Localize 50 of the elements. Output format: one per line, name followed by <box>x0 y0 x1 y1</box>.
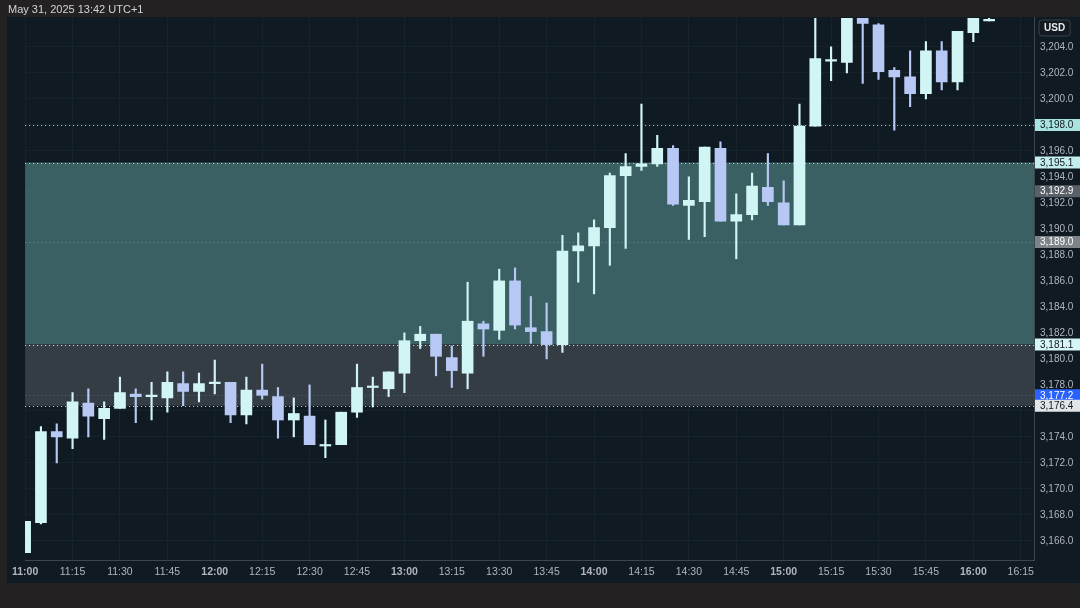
y-tick-label: 3,174.0 <box>1040 430 1074 442</box>
y-axis-title: USD <box>1044 22 1066 34</box>
x-tick-label: 16:00 <box>959 564 987 577</box>
x-tick-label: 14:00 <box>580 564 608 577</box>
x-tick-label: 14:30 <box>675 564 703 577</box>
x-tick-label: 11:00 <box>12 564 39 577</box>
y-tick-label: 3,202.0 <box>1040 66 1074 78</box>
y-tick-label: 3,180.0 <box>1040 352 1074 364</box>
x-tick-label: 12:30 <box>296 564 323 577</box>
y-tick-label: 3,194.0 <box>1040 170 1074 182</box>
x-tick-label: 15:00 <box>770 564 798 577</box>
y-tick-label: 3,178.0 <box>1040 378 1074 390</box>
x-tick-label: 12:45 <box>343 564 371 577</box>
x-tick-label: 13:00 <box>390 564 418 577</box>
y-tick-label: 3,170.0 <box>1040 482 1074 494</box>
y-tick-label: 3,192.0 <box>1040 196 1074 208</box>
y-tick-label: 3,166.0 <box>1040 534 1074 546</box>
y-tick-label: 3,204.0 <box>1040 40 1074 52</box>
ref-line-label: 3,192.9 <box>1040 185 1074 197</box>
ref-line-label: 3,181.1 <box>1040 338 1074 350</box>
text: May 31, 2025 13:42 UTC+1 <box>8 3 144 15</box>
x-tick-label: 16:15 <box>1007 564 1035 577</box>
x-tick-label: 15:45 <box>912 564 940 577</box>
y-tick-label: 3,186.0 <box>1040 274 1074 286</box>
x-tick-label: 11:45 <box>154 564 181 577</box>
y-tick-label: 3,168.0 <box>1040 508 1074 520</box>
ref-line-label: 3,189.0 <box>1040 236 1074 248</box>
ref-line-label: 3,198.0 <box>1040 119 1074 131</box>
x-tick-label: 11:30 <box>107 564 133 577</box>
x-tick-label: 12:00 <box>201 564 229 577</box>
candlestick <box>477 320 490 357</box>
y-tick-label: 3,188.0 <box>1040 248 1074 260</box>
y-tick-label: 3,200.0 <box>1040 92 1074 104</box>
x-tick-label: 14:45 <box>723 564 750 577</box>
x-tick-label: 14:15 <box>628 564 655 577</box>
ref-line-label: 3,195.1 <box>1040 156 1074 168</box>
y-tick-label: 3,172.0 <box>1040 456 1074 468</box>
y-tick-label: 3,182.0 <box>1040 326 1074 338</box>
x-tick-label: 13:15 <box>438 564 466 577</box>
y-tick-label: 3,196.0 <box>1040 144 1074 156</box>
x-tick-label: 15:30 <box>865 564 892 577</box>
ref-line-label: 3,176.4 <box>1040 399 1074 411</box>
ref-line-label: 3,177.2 <box>1040 389 1074 401</box>
x-tick-label: 12:15 <box>249 564 276 577</box>
x-tick-label: 15:15 <box>817 564 845 577</box>
y-tick-label: 3,190.0 <box>1040 222 1074 234</box>
x-tick-label: 13:30 <box>486 564 513 577</box>
y-tick-label: 3,184.0 <box>1040 300 1074 312</box>
x-tick-label: 13:45 <box>533 564 560 577</box>
x-tick-label: 11:15 <box>59 564 86 577</box>
